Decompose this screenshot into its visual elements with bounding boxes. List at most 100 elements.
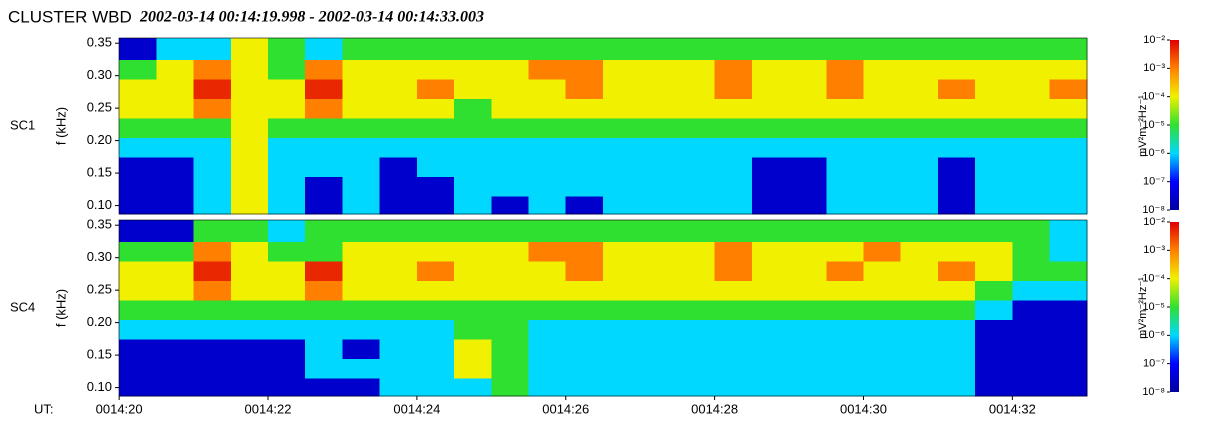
spectral-cell xyxy=(751,377,790,397)
spectral-cell xyxy=(268,220,306,242)
spectral-cell xyxy=(975,176,1013,197)
spectral-cell xyxy=(342,137,381,158)
colorbar-tick-label: 10⁻⁵ xyxy=(1142,119,1165,131)
spectral-cell xyxy=(416,220,455,242)
spectral-cell xyxy=(491,280,530,301)
spectral-cell xyxy=(342,195,381,215)
spectral-cell xyxy=(937,59,976,80)
colorbar-tick-label: 10⁻² xyxy=(1143,34,1165,46)
spectral-cell xyxy=(565,137,604,158)
spectral-cell xyxy=(305,260,343,281)
spectral-cell xyxy=(342,319,381,340)
spectral-cell xyxy=(156,319,195,340)
spectral-cell xyxy=(751,59,790,80)
spectral-cell xyxy=(1012,319,1051,340)
spectral-cell xyxy=(975,260,1013,281)
spectral-cell xyxy=(640,220,678,242)
spectral-cell xyxy=(640,78,678,99)
spectral-cell xyxy=(602,38,641,60)
spectral-cell xyxy=(677,358,716,379)
spectral-cell xyxy=(305,156,343,177)
spectral-cell xyxy=(751,280,790,301)
spectral-cell xyxy=(193,117,232,138)
spectral-cell xyxy=(640,195,678,215)
spectral-cell xyxy=(565,117,604,138)
spectral-cell xyxy=(528,38,567,60)
spectral-cell xyxy=(1049,299,1088,320)
spectral-cell xyxy=(454,195,492,215)
spectral-cell xyxy=(416,299,455,320)
spectral-cell xyxy=(900,319,939,340)
spectral-cell xyxy=(602,338,641,359)
spectral-cell xyxy=(528,338,567,359)
spectral-cell xyxy=(156,358,195,379)
spectral-cell xyxy=(416,319,455,340)
spectral-cell xyxy=(454,156,492,177)
spectral-cell xyxy=(602,299,641,320)
colorbar-tick-label: 10⁻⁴ xyxy=(1142,273,1165,285)
spectral-cell xyxy=(900,358,939,379)
spectral-cell xyxy=(305,59,343,80)
spectral-cell xyxy=(119,220,157,242)
spectral-cell xyxy=(1012,220,1051,242)
spectral-cell xyxy=(714,299,753,320)
spectral-cell xyxy=(1012,137,1051,158)
spectral-cell xyxy=(305,78,343,99)
spectral-cell xyxy=(640,338,678,359)
spectral-cell xyxy=(342,280,381,301)
spectral-cell xyxy=(900,241,939,262)
spectral-cell xyxy=(565,280,604,301)
spectral-cell xyxy=(379,358,418,379)
spectral-cell xyxy=(230,195,269,215)
spectral-cell xyxy=(193,260,232,281)
spectral-cell xyxy=(416,260,455,281)
spectral-cell xyxy=(826,377,864,397)
y-tick-label: 0.35 xyxy=(87,217,112,232)
spectral-cell xyxy=(900,220,939,242)
x-tick-label: 0014:32 xyxy=(989,401,1036,416)
spectral-cell xyxy=(230,241,269,262)
spectral-cell xyxy=(1049,176,1088,197)
y-tick-label: 0.10 xyxy=(87,197,112,212)
spectral-cell xyxy=(640,260,678,281)
spectral-cell xyxy=(193,195,232,215)
spectral-cell xyxy=(602,377,641,397)
spectral-cell xyxy=(230,260,269,281)
spectral-cell xyxy=(491,319,530,340)
y-tick-label: 0.15 xyxy=(87,165,112,180)
spectral-cell xyxy=(789,280,827,301)
spectral-cell xyxy=(975,241,1013,262)
spectral-cell xyxy=(528,156,567,177)
spectral-cell xyxy=(193,156,232,177)
spectral-cell xyxy=(937,377,976,397)
spectral-cell xyxy=(1012,59,1051,80)
spectral-cell xyxy=(640,176,678,197)
spectral-cell xyxy=(342,241,381,262)
spectral-cell xyxy=(528,220,567,242)
spectral-cell xyxy=(119,377,157,397)
spectral-cell xyxy=(379,137,418,158)
spectral-cell xyxy=(714,176,753,197)
spectral-cell xyxy=(528,195,567,215)
spectral-cell xyxy=(789,319,827,340)
spectral-cell xyxy=(528,137,567,158)
spectral-cell xyxy=(789,338,827,359)
spectral-cell xyxy=(714,220,753,242)
spectral-cell xyxy=(1049,220,1088,242)
spectral-cell xyxy=(677,280,716,301)
spectral-cell xyxy=(379,319,418,340)
spectral-cell xyxy=(900,98,939,119)
colorbar xyxy=(1170,222,1179,392)
spectral-cell xyxy=(565,358,604,379)
spectral-cell xyxy=(900,117,939,138)
spectral-cell xyxy=(379,338,418,359)
spectral-cell xyxy=(826,299,864,320)
spectral-cell xyxy=(1049,137,1088,158)
colorbar-tick-label: 10⁻⁶ xyxy=(1142,147,1165,159)
spectral-cell xyxy=(416,59,455,80)
spectral-cell xyxy=(491,137,530,158)
spectral-cell xyxy=(156,220,195,242)
spectral-cell xyxy=(454,117,492,138)
spectral-cell xyxy=(379,299,418,320)
